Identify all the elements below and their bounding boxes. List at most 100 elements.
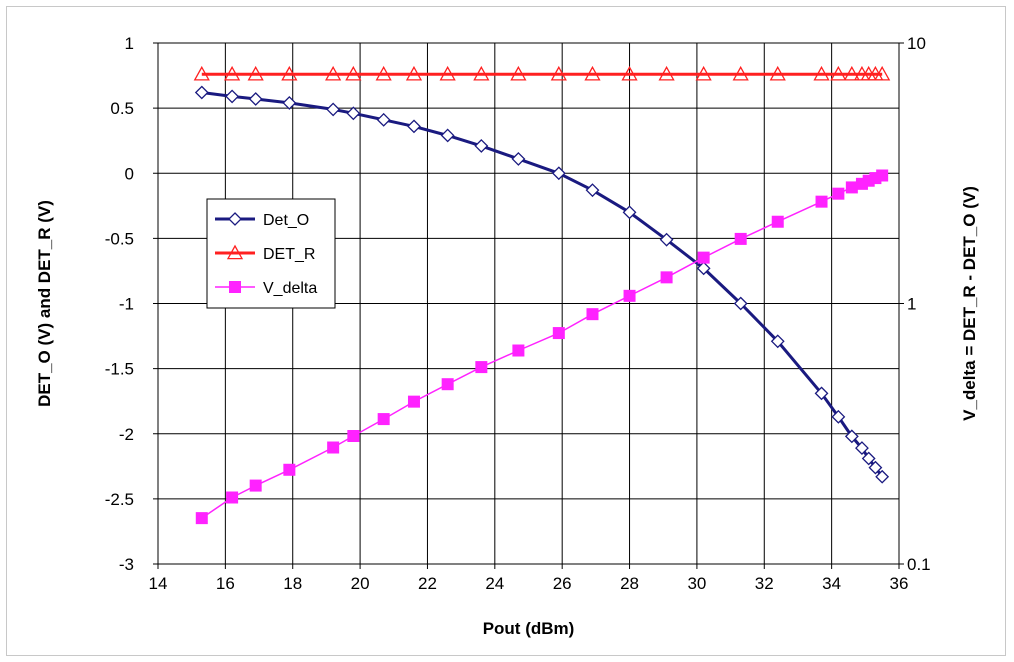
data-point-v-delta: [512, 344, 525, 357]
data-point-v-delta: [249, 479, 262, 492]
y2-tick-label: 1: [907, 295, 916, 314]
data-point-det-o: [511, 152, 526, 166]
data-point-det-r: [375, 65, 392, 81]
y-tick-label: 0: [125, 164, 134, 183]
data-point-v-delta: [283, 463, 296, 476]
data-point-v-delta: [377, 413, 390, 426]
y-tick-label: 1: [125, 34, 134, 53]
data-point-v-delta: [226, 491, 239, 504]
data-point-v-delta: [327, 441, 340, 454]
y-tick-label: -3: [119, 555, 134, 574]
data-point-v-delta: [876, 169, 889, 182]
data-point-det-r: [695, 65, 712, 81]
data-point-det-o: [733, 296, 748, 311]
data-point-v-delta: [623, 289, 636, 302]
data-point-v-delta: [845, 181, 858, 194]
axes: 14 16 18 20 22 24 26 28 30 32 34 36 1 0.5 0 -0.5 -1 -1.5 -…: [35, 34, 979, 638]
y-tick-label: -2.5: [105, 490, 134, 509]
x-tick-label: 36: [890, 574, 909, 593]
data-point-det-o: [407, 119, 421, 134]
y-axis-title: DET_O (V) and DET_R (V): [35, 200, 54, 407]
data-point-v-delta: [832, 187, 845, 200]
data-point-det-r: [510, 65, 527, 81]
data-point-det-r: [439, 65, 456, 81]
chart-frame: 14 16 18 20 22 24 26 28 30 32 34 36 1 0.5 0 -0.5 -1 -1.5 -…: [6, 6, 1006, 656]
data-point-det-o: [225, 89, 240, 104]
x-tick-label: 16: [216, 574, 235, 593]
data-point-v-delta: [475, 361, 488, 374]
y-tick-label: -0.5: [105, 229, 134, 248]
data-point-det-r: [325, 65, 342, 81]
data-point-det-o: [376, 112, 391, 127]
x-tick-label: 34: [822, 574, 841, 593]
data-point-det-o: [282, 95, 297, 110]
data-point-v-delta: [552, 327, 565, 340]
data-point-v-delta: [441, 378, 454, 391]
data-point-det-r: [405, 65, 423, 81]
data-point-det-o: [770, 334, 785, 349]
data-point-v-delta: [734, 232, 747, 245]
data-point-det-o: [474, 138, 489, 153]
x-tick-label: 28: [620, 574, 639, 593]
y2-tick-label: 0.1: [907, 555, 931, 574]
x-tick-label: 14: [149, 574, 168, 593]
x-tick-label: 24: [485, 574, 504, 593]
data-point-det-o: [875, 469, 890, 484]
x-tick-label: 26: [553, 574, 572, 593]
data-point-det-o: [814, 386, 829, 401]
data-point-det-r: [223, 65, 241, 81]
series-layer: [193, 65, 891, 525]
y-tick-label: -1: [119, 295, 134, 314]
data-point-det-r: [621, 65, 638, 81]
legend-label-det-o: Det_O: [263, 212, 309, 229]
data-point-det-o: [248, 92, 263, 106]
data-point-det-r: [193, 65, 210, 81]
data-point-det-r: [843, 65, 860, 81]
data-point-det-o: [551, 166, 566, 181]
data-point-v-delta: [195, 512, 208, 525]
data-point-v-delta: [407, 395, 420, 408]
x-tick-label: 30: [687, 574, 706, 593]
legend: Det_O DET_R V_delta: [206, 198, 336, 309]
data-point-det-o: [585, 183, 600, 198]
data-point-det-o: [194, 85, 209, 100]
data-point-det-o: [861, 451, 876, 466]
x-tick-label: 32: [755, 574, 774, 593]
data-point-det-r: [473, 65, 490, 81]
x-tick-label: 22: [418, 574, 437, 593]
y-tick-label: -1.5: [105, 360, 134, 379]
data-point-v-delta: [815, 195, 828, 208]
data-point-det-r: [550, 65, 567, 81]
data-point-det-o: [622, 205, 637, 220]
data-point-det-r: [732, 65, 749, 81]
legend-label-det-r: DET_R: [263, 246, 315, 263]
y-tick-label: -2: [119, 425, 134, 444]
x-tick-label: 20: [351, 574, 370, 593]
data-point-det-o: [855, 441, 869, 455]
line-chart: 14 16 18 20 22 24 26 28 30 32 34 36 1 0.5 0 -0.5 -1 -1.5 -…: [35, 34, 979, 638]
data-point-det-r: [813, 65, 830, 81]
data-point-det-r: [830, 65, 847, 81]
data-point-det-r: [584, 65, 601, 81]
data-point-v-delta: [697, 251, 710, 264]
legend-label-v-delta: V_delta: [263, 280, 317, 297]
y-tick-label: 0.5: [110, 99, 134, 118]
x-axis-title: Pout (dBm): [483, 619, 575, 638]
data-point-det-o: [659, 232, 674, 247]
legend-marker-det-r: [226, 244, 244, 260]
y2-tick-label: 10: [907, 34, 926, 53]
data-point-v-delta: [347, 430, 360, 443]
data-point-v-delta: [586, 308, 599, 321]
data-point-det-o: [346, 106, 361, 121]
data-point-det-r: [247, 65, 264, 81]
data-point-v-delta: [660, 271, 673, 284]
data-point-det-o: [440, 128, 455, 143]
y2-axis-title: V_delta = DET_R - DET_O (V): [960, 186, 979, 421]
data-point-det-r: [345, 65, 362, 81]
x-tick-label: 18: [283, 574, 302, 593]
legend-marker-v-delta: [229, 281, 241, 293]
data-point-det-r: [874, 65, 891, 81]
data-point-det-r: [281, 65, 298, 81]
data-point-det-r: [658, 65, 675, 81]
data-point-det-o: [326, 102, 341, 117]
